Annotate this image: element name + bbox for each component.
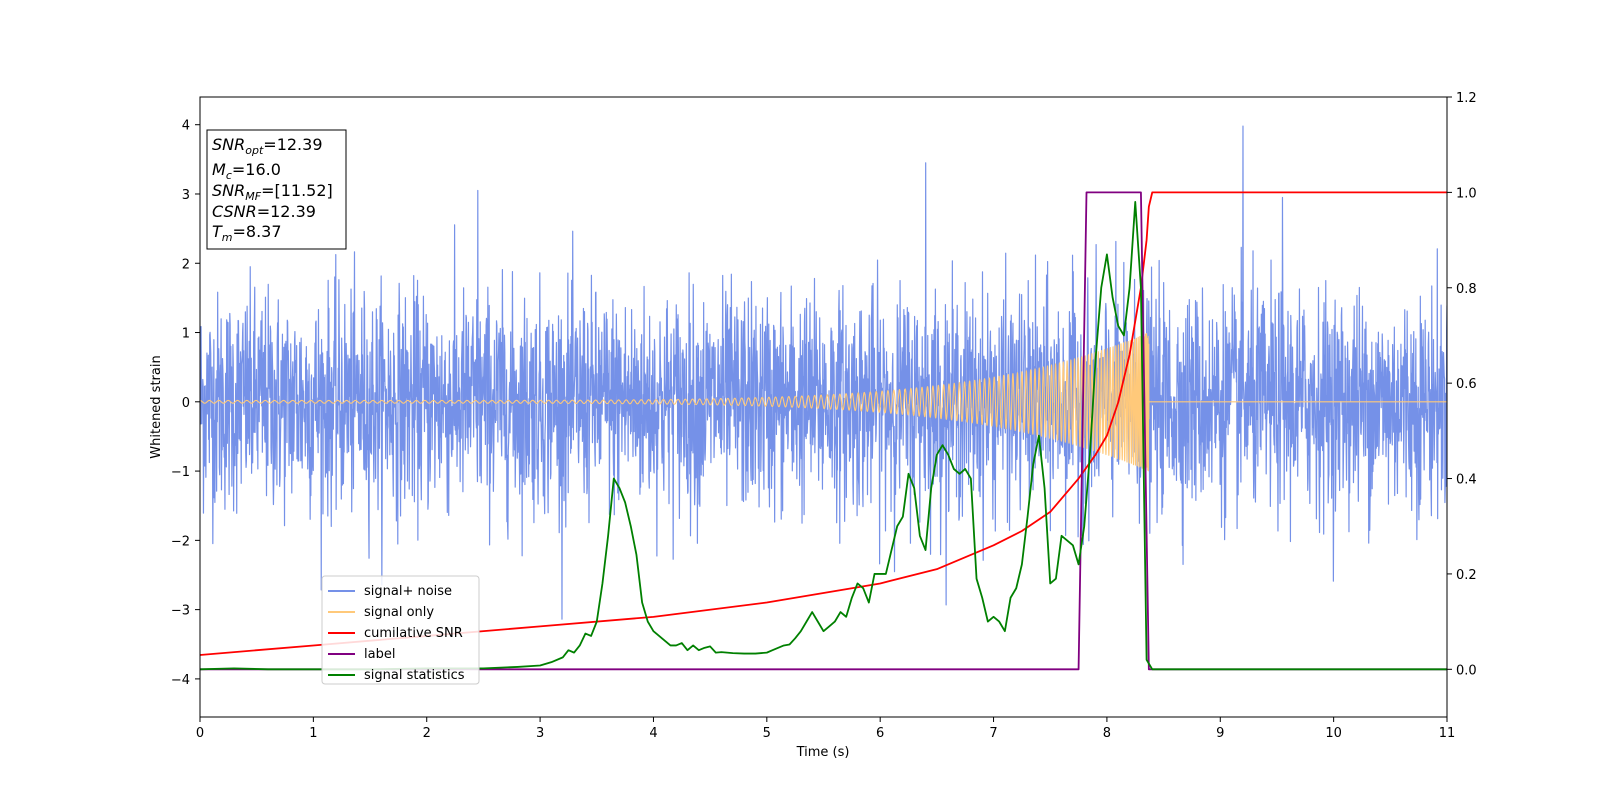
legend-label-signal-noise: signal+ noise xyxy=(364,584,452,599)
annotation-line: Mc=16.0 xyxy=(212,160,281,182)
x-tick-label: 4 xyxy=(649,726,657,741)
x-tick-label: 9 xyxy=(1216,726,1224,741)
annotation-value: =8.37 xyxy=(233,222,282,241)
series-line-signal-only xyxy=(200,333,1447,472)
legend-label-cumilative-snr: cumilative SNR xyxy=(364,626,463,641)
annotation-symbol: T xyxy=(212,222,223,241)
x-tick-label: 2 xyxy=(423,726,431,741)
annotation-symbol: CSNR xyxy=(212,202,257,221)
y2-tick-label: 0.0 xyxy=(1456,663,1477,678)
series-line-signal-noise xyxy=(200,125,1447,620)
annotation-symbol: SNR xyxy=(212,181,245,200)
annotation-value: =12.39 xyxy=(263,135,322,154)
y-tick-label: 2 xyxy=(182,257,190,272)
axes-frame xyxy=(199,96,1448,718)
y-axis-label: Whitened strain xyxy=(149,355,164,458)
annotation-value: =16.0 xyxy=(232,160,281,179)
x-tick-label: 3 xyxy=(536,726,544,741)
annotation-symbol: SNR xyxy=(212,135,245,154)
series-line-signal-statistics xyxy=(200,201,1447,671)
legend-label-signal-statistics: signal statistics xyxy=(364,668,465,683)
annotation-line: SNRopt=12.39 xyxy=(212,135,323,157)
x-tick-label: 7 xyxy=(989,726,997,741)
y-tick-label: 4 xyxy=(182,119,190,134)
legend-label-signal-only: signal only xyxy=(364,605,434,620)
y2-tick-label: 0.8 xyxy=(1456,282,1477,297)
annotation-frame xyxy=(206,129,347,250)
y-tick-label: −4 xyxy=(171,673,190,688)
x-tick-label: 0 xyxy=(196,726,204,741)
x-tick-label: 1 xyxy=(309,726,317,741)
y2-tick-label: 0.4 xyxy=(1456,473,1477,488)
annotation-subscript: m xyxy=(222,231,233,244)
annotation-line: SNRMF=[11.52] xyxy=(212,181,333,203)
y-tick-label: 0 xyxy=(182,396,190,411)
y-tick-label: −2 xyxy=(171,534,190,549)
x-axis-label: Time (s) xyxy=(796,745,850,760)
x-tick-label: 5 xyxy=(763,726,771,741)
y-tick-label: −3 xyxy=(171,604,190,619)
legend: signal+ noise signal only cumilative SNR la… xyxy=(321,575,480,685)
legend-frame xyxy=(321,575,480,685)
annotation-subscript: c xyxy=(226,169,232,182)
x-tick-label: 6 xyxy=(876,726,884,741)
y2-tick-label: 0.6 xyxy=(1456,377,1477,392)
x-axis: 0 1 2 3 4 5 6 7 8 9 10 11 xyxy=(196,717,1455,741)
annotation-symbol: M xyxy=(212,160,226,179)
y2-tick-label: 0.2 xyxy=(1456,568,1477,583)
y2-tick-label: 1.2 xyxy=(1456,91,1477,106)
annotation-subscript: opt xyxy=(245,144,264,157)
y-tick-label: 3 xyxy=(182,188,190,203)
annotation-line: CSNR=12.39 xyxy=(212,202,316,221)
x-tick-label: 11 xyxy=(1439,726,1456,741)
annotation-value: =12.39 xyxy=(257,202,316,221)
x-tick-label: 8 xyxy=(1103,726,1111,741)
y-axis-right: 1.2 1.0 0.8 0.6 0.4 0.2 0.0 xyxy=(1447,91,1477,678)
stats-annotation-box: SNRopt=12.39Mc=16.0SNRMF=[11.52]CSNR=12.… xyxy=(206,129,347,250)
annotation-line: Tm=8.37 xyxy=(212,222,282,244)
legend-label-label: label xyxy=(364,647,395,662)
y-tick-label: −1 xyxy=(171,465,190,480)
annotation-value: =[11.52] xyxy=(261,181,333,200)
y-axis-left: 4 3 2 1 0 −1 −2 −3 −4 xyxy=(171,119,200,688)
y-tick-label: 1 xyxy=(182,327,190,342)
y2-tick-label: 1.0 xyxy=(1456,186,1477,201)
series-layer xyxy=(200,125,1447,671)
x-tick-label: 10 xyxy=(1325,726,1342,741)
annotation-subscript: MF xyxy=(245,190,261,203)
